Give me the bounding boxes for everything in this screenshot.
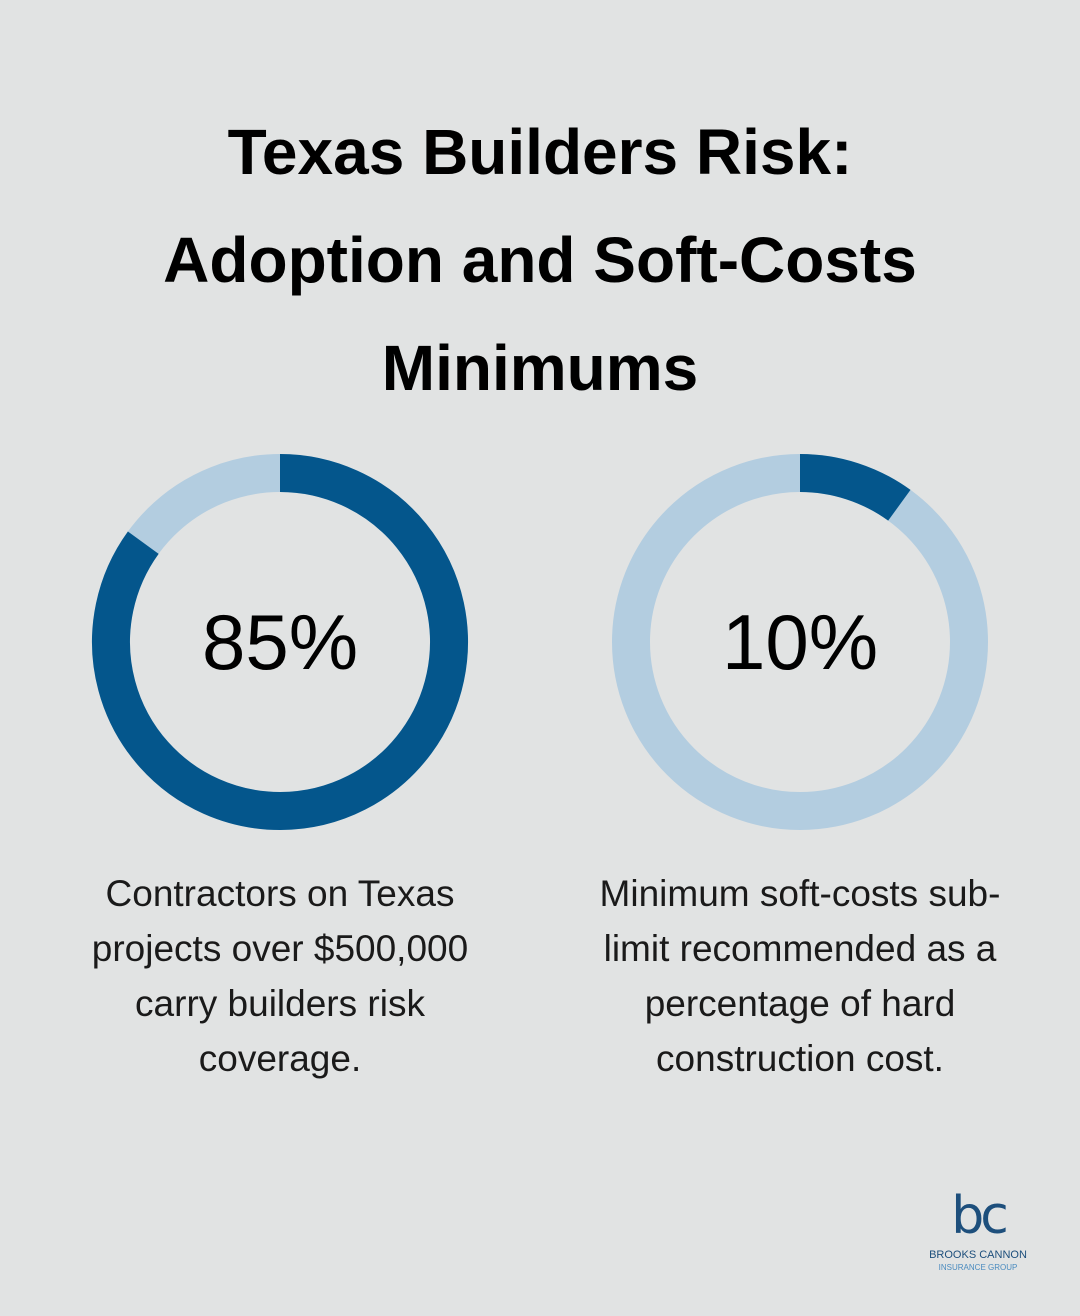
logo-mark: bc (951, 1186, 1009, 1246)
charts: 85% 10% (92, 454, 988, 830)
caption: Minimum soft-costs sub-limit recommended… (599, 873, 1001, 1079)
donut-arc (799, 454, 911, 521)
center-label: 85% (202, 598, 358, 686)
center-label: 10% (722, 598, 878, 686)
title: Texas Builders Risk: Adoption and Soft-C… (163, 116, 917, 404)
donut-arc (92, 454, 468, 830)
caption: Contractors on Texas projects over $500,… (91, 873, 469, 1079)
logo-tagline: INSURANCE GROUP (938, 1263, 1018, 1272)
logo-name: BROOKS CANNON (929, 1249, 1027, 1261)
